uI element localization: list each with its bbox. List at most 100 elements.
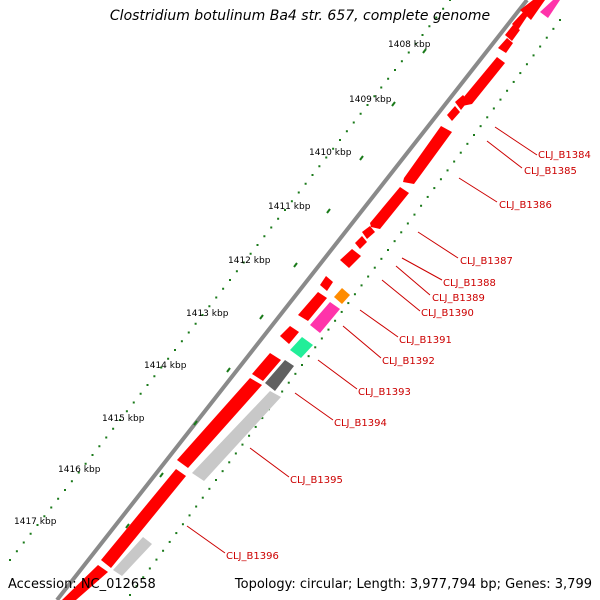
- gene-label[interactable]: CLJ_B1387: [460, 256, 513, 267]
- gene-arrow[interactable]: [498, 38, 513, 53]
- gene-label[interactable]: CLJ_B1395: [290, 475, 343, 486]
- genome-info: Topology: circular; Length: 3,977,794 bp…: [234, 577, 592, 592]
- ruler-dot: [228, 461, 231, 464]
- ruler-dot: [506, 89, 509, 92]
- ruler-dot: [135, 585, 138, 588]
- gene-arrow[interactable]: [177, 378, 262, 468]
- gene-arrow[interactable]: [505, 25, 520, 41]
- ruler-dot: [420, 204, 423, 207]
- ruler-major-tick: [293, 262, 298, 268]
- ruler-dot: [347, 302, 350, 305]
- gene-label[interactable]: CLJ_B1396: [226, 551, 279, 562]
- ruler-dot: [119, 419, 121, 421]
- ruler-dot: [525, 63, 528, 66]
- ruler-dot: [318, 165, 321, 168]
- ruler-dot: [261, 417, 264, 420]
- ruler-dot: [168, 540, 171, 543]
- ruler-dot: [57, 497, 60, 500]
- gene-label[interactable]: CLJ_B1384: [538, 150, 591, 161]
- gene-arrow[interactable]: [334, 288, 350, 304]
- gene-label[interactable]: CLJ_B1394: [334, 418, 387, 429]
- gene-leader-line: [395, 265, 431, 296]
- gene-label[interactable]: CLJ_B1392: [382, 356, 435, 367]
- ruler-dot: [15, 550, 18, 553]
- gene-leader-line: [342, 325, 382, 359]
- gene-track: [62, 0, 560, 600]
- gene-arrow[interactable]: [298, 292, 327, 321]
- ruler-dot: [426, 195, 429, 198]
- gene-arrow[interactable]: [113, 537, 152, 576]
- gene-label[interactable]: CLJ_B1389: [432, 293, 485, 304]
- gene-arrow[interactable]: [403, 126, 452, 184]
- gene-label[interactable]: CLJ_B1385: [524, 166, 577, 177]
- ruler-dot: [446, 169, 449, 172]
- ruler-major-tick: [359, 155, 364, 161]
- ruler-dot: [180, 340, 183, 343]
- ruler-dot: [155, 558, 158, 561]
- ruler-dot: [242, 261, 245, 264]
- ruler-dot: [125, 410, 128, 413]
- ruler-dot: [466, 142, 469, 145]
- ruler-label: 1412 kbp: [228, 256, 271, 266]
- ruler-dot: [153, 375, 156, 378]
- gene-label[interactable]: CLJ_B1386: [499, 200, 552, 211]
- gene-labels: CLJ_B1384 CLJ_B1385 CLJ_B1386 CLJ_B1387 CLJ_…: [226, 150, 591, 562]
- ruler-dot: [77, 471, 80, 474]
- ruler-dot: [393, 240, 396, 243]
- gene-label[interactable]: CLJ_B1390: [421, 308, 474, 319]
- gene-arrow[interactable]: [62, 565, 108, 600]
- ruler-dot: [327, 328, 330, 331]
- ruler-dot: [428, 25, 431, 28]
- ruler-dot: [352, 121, 355, 124]
- ruler-major-tick: [326, 208, 331, 214]
- gene-arrow[interactable]: [192, 391, 281, 481]
- ruler-dot: [380, 86, 383, 89]
- gene-arrow[interactable]: [320, 276, 333, 291]
- ruler-dot: [43, 515, 46, 518]
- ruler-dot: [132, 401, 135, 404]
- gene-arrow[interactable]: [290, 337, 313, 358]
- gene-label[interactable]: CLJ_B1393: [358, 387, 411, 398]
- ruler-dot: [229, 279, 231, 281]
- ruler-dot: [188, 514, 191, 517]
- gene-arrow[interactable]: [310, 302, 340, 333]
- gene-arrow[interactable]: [252, 353, 281, 381]
- ruler-dot: [414, 42, 417, 45]
- gene-arrow[interactable]: [101, 469, 186, 568]
- ruler-dot: [373, 266, 376, 269]
- gene-arrow[interactable]: [540, 0, 560, 18]
- ruler-dot: [201, 314, 204, 316]
- ruler-major-tick: [391, 101, 396, 107]
- gene-arrow[interactable]: [462, 57, 505, 106]
- gene-arrow[interactable]: [265, 360, 294, 391]
- ruler-dot: [215, 296, 218, 299]
- genome-backbone: [55, 0, 529, 600]
- gene-label[interactable]: CLJ_B1388: [443, 278, 496, 289]
- gene-arrow[interactable]: [512, 10, 528, 30]
- gene-leader-line: [381, 279, 421, 312]
- gene-arrow[interactable]: [362, 226, 375, 239]
- ruler-dot: [290, 200, 293, 203]
- ruler-major-tick: [159, 472, 164, 478]
- ruler-dot: [263, 235, 266, 238]
- ruler-dot: [449, 0, 451, 1]
- ruler-dot: [249, 252, 252, 255]
- ruler-dot: [559, 19, 561, 21]
- genome-title: Clostridium botulinum Ba4 str. 657, comp…: [109, 8, 491, 24]
- ruler-dot: [339, 139, 341, 141]
- ruler-dot: [486, 116, 489, 119]
- gene-arrow[interactable]: [280, 326, 299, 344]
- ruler-dot: [311, 174, 314, 176]
- ruler-dot: [413, 213, 416, 216]
- gene-arrow[interactable]: [355, 236, 367, 249]
- ruler-dot: [9, 559, 11, 561]
- ruler-dot: [307, 355, 310, 358]
- gene-arrow[interactable]: [455, 95, 468, 110]
- gene-arrow[interactable]: [447, 106, 460, 121]
- gene-arrow[interactable]: [370, 187, 409, 229]
- gene-arrow[interactable]: [340, 249, 361, 268]
- ruler-major-tick: [226, 367, 231, 373]
- ruler-label: 1413 kbp: [186, 309, 229, 319]
- ruler-dot: [234, 452, 237, 455]
- gene-label[interactable]: CLJ_B1391: [399, 335, 452, 346]
